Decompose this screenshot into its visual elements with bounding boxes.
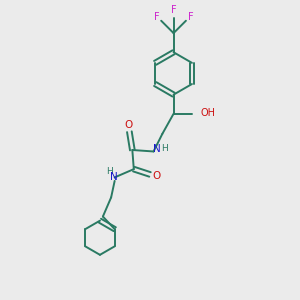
Text: N: N (110, 172, 118, 182)
Text: O: O (124, 120, 132, 130)
Text: H: H (161, 144, 168, 153)
Text: H: H (106, 167, 113, 176)
Text: F: F (154, 12, 159, 22)
Text: N: N (153, 143, 160, 154)
Text: F: F (188, 12, 194, 22)
Text: O: O (152, 171, 160, 181)
Text: F: F (171, 4, 176, 14)
Text: OH: OH (201, 108, 216, 118)
